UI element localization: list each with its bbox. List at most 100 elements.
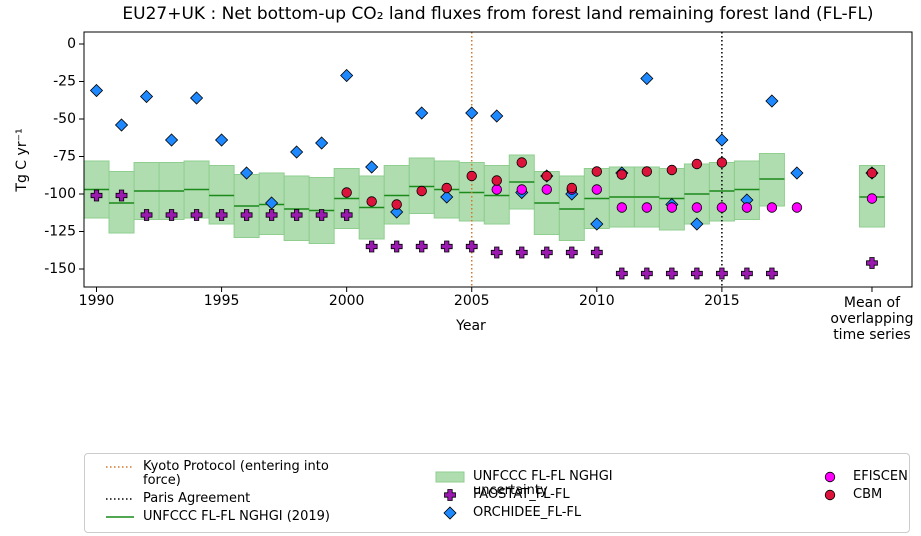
circle-marker: [366, 196, 377, 207]
legend: Kyoto Protocol (entering into force) Pari…: [84, 453, 910, 533]
plus-marker: [465, 240, 478, 253]
y-axis-label: Tg C yr⁻¹: [14, 128, 30, 192]
circle-marker: [616, 169, 628, 180]
legend-entry: ORCHIDEE_FL-FL: [435, 506, 581, 520]
circle-marker: [516, 184, 527, 195]
diamond-marker: [164, 133, 179, 147]
circle-marker: [641, 166, 653, 177]
diamond-marker: [443, 506, 457, 520]
plus-marker: [540, 246, 553, 259]
diamond-marker: [765, 94, 779, 108]
y-tick-label: -100: [44, 186, 76, 202]
circle-marker: [716, 157, 728, 168]
plus-marker: [315, 209, 328, 221]
circle-marker: [341, 187, 352, 198]
circle-marker: [866, 193, 878, 204]
diamond-marker: [415, 106, 429, 120]
circle-marker: [791, 202, 803, 213]
plus-marker: [365, 240, 378, 253]
plus-marker: [615, 267, 628, 280]
plus-marker: [766, 267, 778, 280]
circle-marker: [691, 202, 703, 213]
circle-marker: [866, 167, 878, 179]
circle-marker: [691, 158, 703, 170]
y-tick-label: 0: [67, 36, 76, 52]
legend-label: UNFCCC FL-FL NGHGI uncertainty: [473, 469, 613, 498]
x-tick-label: 2015: [704, 293, 740, 309]
circle-marker: [541, 170, 552, 182]
diamond-marker: [390, 205, 404, 219]
diamond-marker: [440, 190, 454, 204]
diamond-marker: [240, 166, 254, 180]
plus-marker: [190, 209, 203, 221]
diamond-marker: [215, 133, 229, 147]
legend-swatch: [435, 471, 465, 483]
legend-entry: Paris Agreement: [105, 492, 250, 506]
legend-entry: UNFCCC FL-FL NGHGI (2019): [105, 510, 330, 524]
plus-marker: [866, 257, 878, 269]
plus-marker: [590, 246, 603, 259]
diamond-marker: [139, 89, 154, 104]
plus-marker: [444, 489, 456, 501]
circle-marker: [416, 185, 427, 197]
legend-swatch: [106, 516, 134, 518]
diamond-marker: [465, 106, 479, 120]
circle-marker: [666, 202, 678, 213]
plus-marker: [440, 240, 453, 253]
diamond-marker: [114, 118, 129, 132]
plus-marker: [715, 267, 728, 280]
legend-entry: EFISCEN: [815, 470, 908, 484]
diamond-marker: [590, 217, 604, 231]
legend-entry: CBM: [815, 488, 882, 502]
diamond-marker: [265, 196, 279, 210]
legend-label: EFISCEN: [853, 469, 908, 484]
x-tick-label: 1990: [79, 293, 115, 309]
legend-swatch: [824, 489, 836, 501]
legend-swatch: [106, 466, 134, 468]
legend-label: UNFCCC FL-FL NGHGI (2019): [143, 509, 330, 524]
diamond-marker: [190, 91, 204, 105]
legend-label: ORCHIDEE_FL-FL: [473, 505, 582, 520]
plus-marker: [90, 189, 103, 202]
circle-marker: [824, 489, 836, 501]
circle-marker: [616, 202, 628, 213]
legend-label: Kyoto Protocol (entering into force): [143, 459, 329, 488]
circle-marker: [766, 202, 778, 213]
chart-title: EU27+UK : Net bottom-up CO₂ land fluxes …: [122, 4, 873, 24]
x-tick-label: 2005: [454, 293, 490, 309]
circle-marker: [741, 202, 753, 213]
circle-marker: [516, 157, 527, 168]
y-tick-label: -25: [53, 74, 76, 90]
diamond-marker: [640, 71, 654, 86]
legend-label: FAOSTAT_FL-FL: [473, 487, 570, 502]
plus-marker: [640, 267, 653, 280]
plus-marker: [390, 240, 403, 253]
circle-marker: [566, 182, 577, 194]
x-axis-label: Year: [455, 318, 486, 334]
legend-patch: [435, 471, 465, 483]
diamond-marker: [365, 160, 379, 174]
x-tick-label: Mean of overlapping time series: [830, 295, 914, 343]
circle-marker: [391, 199, 402, 210]
diamond-marker: [340, 68, 354, 83]
plus-marker: [340, 209, 353, 221]
diamond-marker: [690, 217, 704, 231]
plus-marker: [290, 209, 303, 221]
legend-swatch: [443, 506, 457, 520]
plot-frame: [83, 31, 913, 288]
legend-swatch: [824, 471, 836, 483]
circle-marker: [641, 202, 653, 213]
plus-marker: [690, 267, 703, 280]
legend-swatch: [106, 498, 134, 500]
plus-marker: [240, 209, 253, 221]
legend-entry: FAOSTAT_FL-FL: [435, 488, 570, 502]
plus-marker: [415, 240, 428, 253]
x-tick-label: 2000: [329, 293, 365, 309]
diamond-marker: [715, 133, 729, 147]
diamond-marker: [89, 83, 104, 98]
x-tick-label: 1995: [204, 293, 240, 309]
plus-marker: [565, 246, 578, 259]
plus-marker: [490, 246, 503, 259]
y-tick-label: -150: [44, 261, 76, 277]
